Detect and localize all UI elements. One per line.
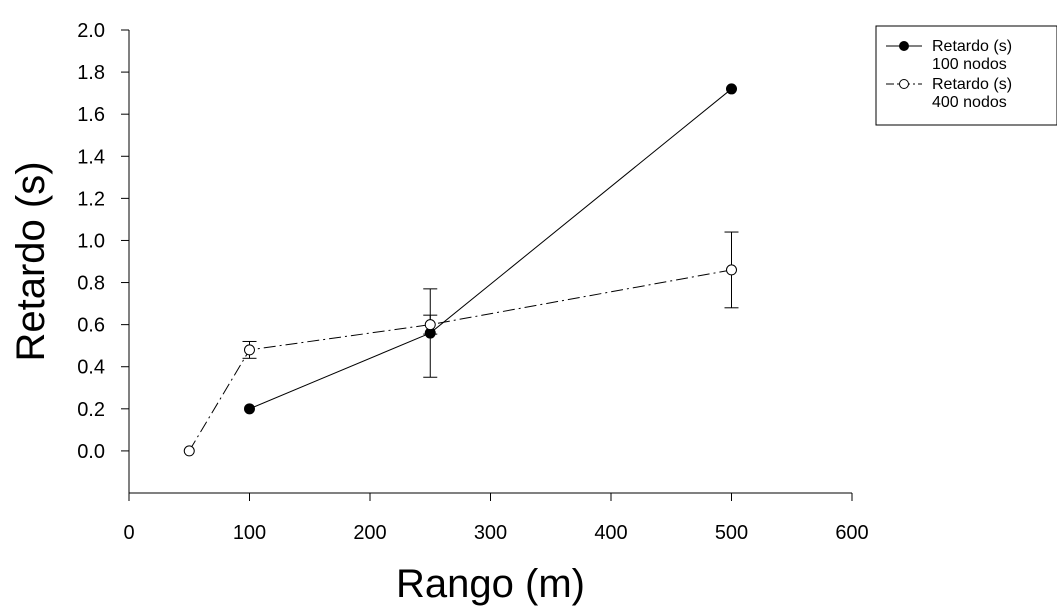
legend-marker	[899, 41, 909, 51]
y-tick-label: 1.6	[77, 104, 105, 126]
x-tick-label: 200	[353, 522, 386, 544]
series-line	[188, 269, 732, 452]
x-tick-label: 300	[474, 522, 507, 544]
y-tick-label: 0.2	[77, 399, 105, 421]
legend-label: Retardo (s)	[932, 38, 1012, 55]
y-tick-label: 1.2	[77, 188, 105, 210]
y-tick-label: 1.4	[77, 146, 105, 168]
y-tick-label: 2.0	[77, 20, 105, 42]
axes	[128, 30, 852, 494]
y-tick-label: 0.8	[77, 273, 105, 295]
y-tick-label: 0.6	[77, 315, 105, 337]
data-point	[726, 264, 737, 276]
y-tick-label: 0.0	[77, 441, 105, 463]
y-axis-title: Retardo (s)	[9, 161, 53, 361]
data-point	[424, 319, 436, 331]
data-point	[183, 445, 195, 457]
data-point	[726, 83, 737, 95]
legend-label: 100 nodos	[932, 56, 1007, 73]
x-tick-label: 0	[123, 522, 134, 544]
legend-label: 400 nodos	[932, 94, 1007, 111]
data-point	[244, 403, 255, 415]
y-tick-label: 1.0	[77, 230, 105, 252]
series-layer	[183, 83, 739, 457]
x-axis-title: Rango (m)	[396, 562, 585, 606]
x-axis-ticks: 0 100 200 300 400 500 600	[123, 493, 869, 544]
x-tick-label: 500	[715, 522, 748, 544]
series-2	[183, 231, 739, 457]
series-1	[244, 83, 737, 415]
legend-box	[875, 25, 1057, 126]
x-tick-label: 600	[835, 522, 868, 544]
data-point	[244, 344, 255, 356]
x-tick-label: 100	[233, 522, 266, 544]
legend-marker	[899, 79, 909, 89]
y-tick-label: 0.4	[77, 357, 105, 379]
y-axis-ticks: 0.0 0.2 0.4 0.6 0.8 1.0 1.2 1.4 1.6 1.8 2.0	[77, 20, 129, 463]
x-tick-label: 400	[594, 522, 627, 544]
series-line	[249, 88, 732, 410]
y-tick-label: 1.8	[77, 62, 105, 84]
legend-label: Retardo (s)	[932, 76, 1012, 93]
